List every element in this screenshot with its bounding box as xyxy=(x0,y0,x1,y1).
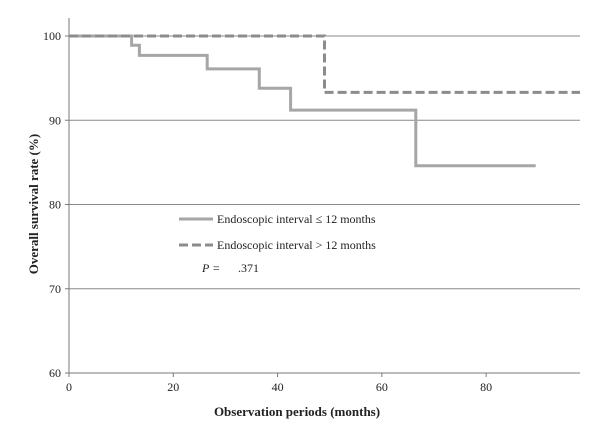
y-tick-label-80: 80 xyxy=(49,198,61,212)
y-tick-label-60: 60 xyxy=(49,366,61,380)
p-value-annotation: P = .371 xyxy=(201,261,259,275)
legend-label-interval-gt-12: Endoscopic interval > 12 months xyxy=(217,238,376,252)
series-line-interval-gt-12 xyxy=(69,34,580,94)
x-tick-label-20: 20 xyxy=(167,380,179,394)
series-line-interval-le-12 xyxy=(69,34,536,168)
legend-label-interval-le-12: Endoscopic interval ≤ 12 months xyxy=(217,212,376,226)
x-axis-title: Observation periods (months) xyxy=(214,404,380,419)
x-tick-label-60: 60 xyxy=(376,380,388,394)
y-tick-label-90: 90 xyxy=(49,113,61,127)
p-value-number: .371 xyxy=(238,261,259,275)
series-lines xyxy=(69,34,580,168)
x-tick-label-80: 80 xyxy=(480,380,492,394)
legend: Endoscopic interval ≤ 12 months Endoscop… xyxy=(179,212,376,252)
axes xyxy=(65,18,580,377)
p-value-label: P = xyxy=(201,261,220,275)
y-tick-label-70: 70 xyxy=(49,282,61,296)
y-tick-label-100: 100 xyxy=(43,29,61,43)
y-axis-title: Overall survival rate (%) xyxy=(26,134,41,274)
x-tick-label-0: 0 xyxy=(66,380,72,394)
tick-labels: 0 20 40 60 80 60 70 80 90 100 xyxy=(43,29,492,394)
x-tick-label-40: 40 xyxy=(272,380,284,394)
